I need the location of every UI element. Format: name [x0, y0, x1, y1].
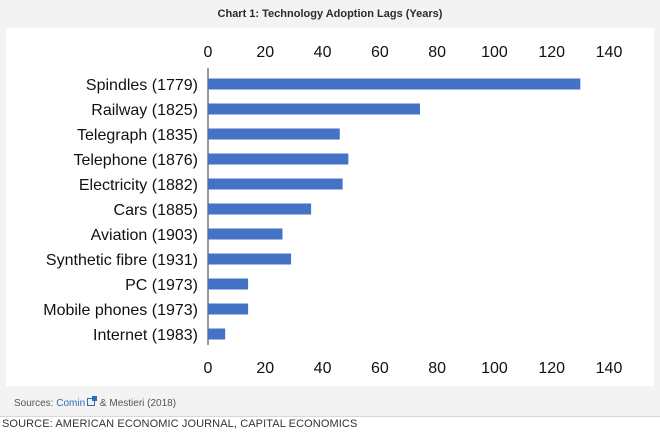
bar: [208, 303, 249, 315]
category-label: Spindles (1779): [86, 77, 198, 94]
x-tick-label-bottom: 20: [256, 360, 274, 377]
bar: [208, 203, 312, 215]
category-label: Cars (1885): [114, 202, 198, 219]
x-tick-label-top: 20: [256, 44, 274, 61]
x-tick-label-bottom: 60: [371, 360, 389, 377]
bar: [208, 328, 226, 340]
bar-chart: 0 0 20 20 40 40 60 60 80 80 100 100 120 120 140 140 Spin…: [43, 44, 623, 377]
x-tick-label-top: 80: [428, 44, 446, 61]
category-label: Synthetic fibre (1931): [46, 252, 198, 269]
category-label: Telephone (1876): [73, 152, 198, 169]
category-label: Electricity (1882): [79, 177, 198, 194]
sources-prefix: Sources:: [14, 398, 57, 409]
plot-area: 0 0 20 20 40 40 60 60 80 80 100 100 120 120 140 140 Spin…: [6, 28, 654, 386]
bar: [208, 78, 581, 90]
category-label: Telegraph (1835): [77, 127, 198, 144]
x-tick-label-bottom: 100: [481, 360, 508, 377]
sources-link[interactable]: Comin: [56, 398, 86, 409]
category-label: PC (1973): [125, 277, 198, 294]
bar: [208, 178, 343, 190]
chart-figure: Chart 1: Technology Adoption Lags (Years…: [0, 0, 660, 417]
x-tick-label-top: 40: [314, 44, 332, 61]
category-label: Railway (1825): [91, 102, 198, 119]
x-tick-label-top: 120: [538, 44, 565, 61]
bar: [208, 128, 340, 140]
external-link-icon[interactable]: [87, 396, 98, 406]
sources-suffix: & Mestieri (2018): [97, 398, 177, 409]
x-tick-label-top: 0: [204, 44, 213, 61]
x-tick-label-bottom: 120: [538, 360, 565, 377]
bar: [208, 153, 349, 165]
x-tick-label-bottom: 0: [204, 360, 213, 377]
bar: [208, 253, 292, 265]
x-tick-label-top: 140: [596, 44, 623, 61]
x-tick-label-bottom: 140: [596, 360, 623, 377]
category-label: Mobile phones (1973): [43, 302, 198, 319]
sources-note: Sources: Comin & Mestieri (2018): [14, 396, 177, 409]
category-label: Aviation (1903): [91, 227, 198, 244]
bar: [208, 228, 283, 240]
x-tick-label-top: 60: [371, 44, 389, 61]
category-label: Internet (1983): [93, 327, 198, 344]
chart-title: Chart 1: Technology Adoption Lags (Years…: [217, 8, 443, 20]
image-caption: SOURCE: AMERICAN ECONOMIC JOURNAL, CAPIT…: [2, 418, 358, 430]
x-tick-label-bottom: 80: [428, 360, 446, 377]
x-tick-label-bottom: 40: [314, 360, 332, 377]
bar: [208, 103, 420, 115]
x-tick-label-top: 100: [481, 44, 508, 61]
bar: [208, 278, 249, 290]
